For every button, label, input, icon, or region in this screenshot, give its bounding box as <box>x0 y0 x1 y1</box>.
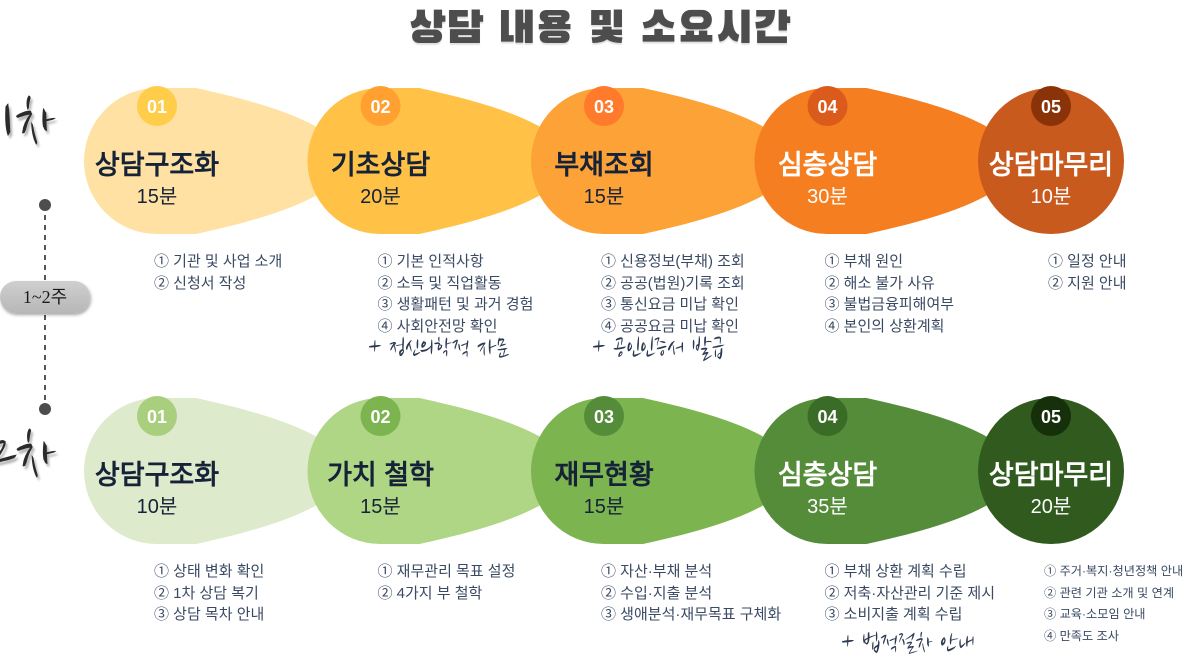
svg-text:05: 05 <box>1041 407 1061 427</box>
svg-text:05: 05 <box>1041 97 1061 117</box>
svg-text:01: 01 <box>147 97 167 117</box>
svg-text:04: 04 <box>817 97 837 117</box>
svg-text:02: 02 <box>370 407 390 427</box>
svg-text:04: 04 <box>817 407 837 427</box>
svg-text:03: 03 <box>594 407 614 427</box>
svg-text:03: 03 <box>594 97 614 117</box>
svg-text:02: 02 <box>370 97 390 117</box>
svg-text:01: 01 <box>147 407 167 427</box>
